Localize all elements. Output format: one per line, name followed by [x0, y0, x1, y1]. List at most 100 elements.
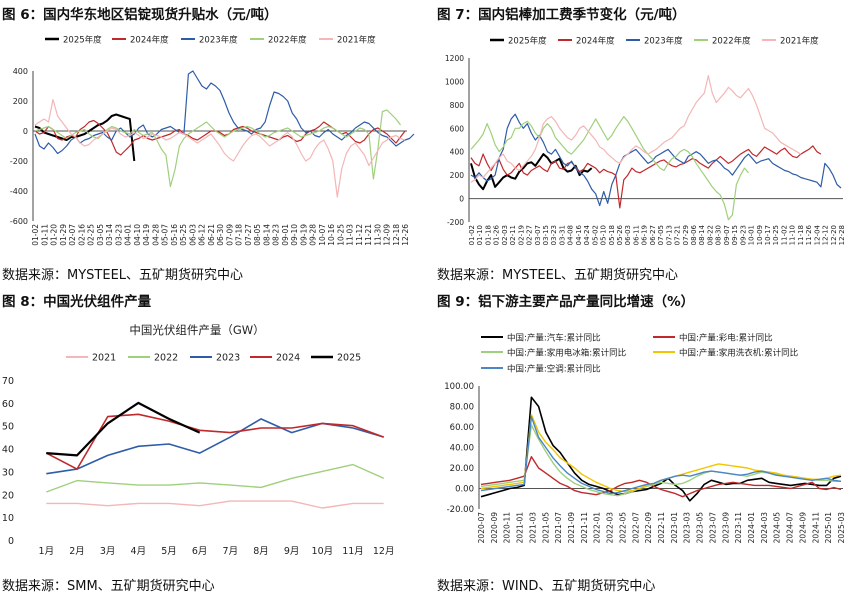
- x-tick-label: 11-21: [364, 224, 373, 246]
- figure8-title: 图 8：中国光伏组件产量: [2, 294, 152, 310]
- x-tick-label: 06-03: [188, 224, 197, 246]
- y-tick-label: 0: [8, 536, 14, 547]
- y-tick-label: 400: [450, 148, 465, 157]
- x-tick-label: 07-27: [244, 224, 253, 246]
- x-tick-label: 11-10: [789, 225, 797, 245]
- x-tick-label: 2月: [69, 546, 85, 557]
- figure8-source: 数据来源：SMM、五矿期货研究中心: [2, 579, 215, 594]
- x-tick-label: 10-01: [748, 225, 756, 245]
- x-tick-label: 01-10: [476, 225, 484, 245]
- x-tick-label: 12-18: [392, 224, 401, 246]
- x-tick-label: 05-10: [600, 225, 608, 245]
- x-tick-label: 2022-07: [631, 512, 640, 544]
- x-tick-label: 2023-03: [683, 512, 692, 544]
- x-tick-label: 2024-03: [760, 512, 769, 544]
- x-tick-label: 02-19: [517, 225, 525, 245]
- x-tick-label: 2022-01: [593, 512, 602, 544]
- y-tick-label: 400: [13, 67, 28, 76]
- x-tick-label: 03-14: [105, 224, 114, 246]
- legend-label: 2022: [154, 353, 178, 364]
- x-tick-label: 2025-01: [824, 512, 833, 544]
- x-tick-label: 10-25: [772, 225, 780, 245]
- x-tick-label: 02-03: [501, 225, 509, 245]
- x-tick-label: 07-05: [657, 225, 665, 245]
- x-tick-label: 12-26: [401, 224, 410, 246]
- legend-label: 2021: [92, 353, 116, 364]
- legend-label: 2022年度: [268, 35, 307, 46]
- legend-label: 中国:产量:家用洗衣机:累计同比: [679, 348, 798, 359]
- x-tick-label: 03-23: [114, 224, 123, 246]
- figure6-title: 图 6：国内华东地区铝锭现货升贴水（元/吨）: [2, 7, 278, 23]
- chart-fig7: 1200 1000 800 600 400 200 0 -200 01-02 01-10 01-18…: [445, 36, 846, 246]
- x-tick-label: 01-26: [493, 224, 501, 245]
- y-tick-label: 40: [2, 445, 14, 456]
- y-tick-label: 70: [2, 376, 14, 387]
- x-tick-label: 2024-05: [773, 512, 782, 544]
- x-tick-label: 11-26: [805, 224, 813, 245]
- x-tick-label: 2023-07: [708, 512, 717, 544]
- y-tick-label: 100.00: [444, 382, 474, 392]
- x-tick-label: 10-17: [764, 225, 772, 245]
- x-tick-label: 2024-11: [811, 512, 820, 544]
- x-tick-label: 03-05: [96, 224, 105, 246]
- chart-fig8: 中国光伏组件产量（GW） 70 60 50 40 30 20 10 0 1月 2月 3月 4月 5月 6月 7…: [2, 323, 395, 557]
- x-tick-label: 11-12: [355, 224, 364, 246]
- x-tick-label: 06-30: [216, 224, 225, 246]
- x-tick-label: 2023-09: [721, 512, 730, 544]
- x-tick-label: 11-03: [346, 224, 355, 246]
- x-tick-label: 07-09: [225, 224, 234, 246]
- series-line: [470, 75, 802, 183]
- series-line: [34, 113, 136, 162]
- x-tick-label: 04-08: [567, 225, 575, 245]
- x-tick-label: 12-20: [830, 225, 838, 245]
- x-tick-label: 06-19: [641, 225, 649, 245]
- figure9-source: 数据来源：WIND、五矿期货研究中心: [437, 579, 656, 594]
- x-tick-label: 09-23: [739, 225, 747, 245]
- y-tick-label: 800: [450, 101, 465, 110]
- chart-fig9: 100.0080.0060.0040.0020.000.00-20.002020…: [444, 333, 846, 544]
- legend-label: 2023年度: [199, 35, 238, 46]
- y-tick-label: 600: [450, 124, 465, 133]
- x-tick-label: 04-10: [133, 224, 142, 246]
- y-tick-label: 30: [2, 467, 14, 478]
- x-tick-label: 04-01: [124, 224, 133, 246]
- x-tick-label: 01-02: [31, 224, 40, 246]
- x-tick-label: 5月: [161, 546, 177, 557]
- x-tick-label: 11月: [342, 546, 364, 557]
- series-line: [34, 119, 406, 156]
- x-tick-label: 04-28: [151, 224, 160, 246]
- x-tick-label: 03-15: [542, 225, 550, 245]
- series-line: [480, 456, 842, 498]
- legend-label: 中国:产量:汽车:累计同比: [507, 333, 601, 344]
- x-tick-label: 2022-05: [618, 512, 627, 544]
- legend-label: 2022年度: [712, 36, 751, 47]
- x-tick-label: 2020-07: [477, 512, 486, 544]
- figure7-title: 图 7：国内铝棒加工费季节变化（元/吨）: [437, 7, 686, 23]
- x-tick-label: 02-27: [526, 225, 534, 245]
- x-tick-label: 08-30: [715, 225, 723, 245]
- y-tick-label: 0.00: [455, 485, 474, 495]
- x-tick-label: 06-03: [624, 225, 632, 245]
- x-tick-label: 2020-09: [490, 512, 499, 544]
- y-tick-label: 200: [13, 97, 28, 106]
- x-tick-label: 2022-03: [606, 512, 615, 544]
- y-tick-label: 20: [2, 490, 14, 501]
- x-tick-label: 01-20: [50, 224, 59, 246]
- x-tick-label: 07-18: [235, 224, 244, 246]
- x-tick-label: 07-13: [665, 225, 673, 245]
- legend-label: 2023: [216, 353, 240, 364]
- x-tick-label: 06-21: [207, 224, 216, 246]
- x-tick-label: 06-11: [632, 225, 640, 245]
- y-tick-label: -400: [10, 187, 28, 196]
- y-tick-label: 80.00: [450, 403, 474, 413]
- series-line: [34, 98, 406, 198]
- x-tick-label: 12月: [373, 546, 395, 557]
- x-tick-label: 9月: [284, 546, 300, 557]
- x-tick-label: 05-07: [161, 224, 170, 246]
- x-tick-label: 05-18: [608, 225, 616, 245]
- x-tick-label: 05-16: [170, 224, 179, 246]
- x-tick-label: 11-30: [373, 224, 382, 246]
- x-tick-label: 01-18: [484, 225, 492, 245]
- x-tick-label: 2021-07: [554, 512, 563, 544]
- legend-label: 2025年度: [508, 36, 547, 47]
